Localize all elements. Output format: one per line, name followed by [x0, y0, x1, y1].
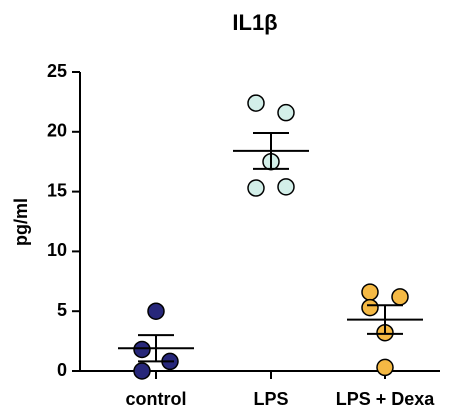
y-tick-label: 15 — [47, 180, 67, 200]
data-point — [133, 340, 151, 359]
x-tick-label: LPS — [253, 389, 288, 409]
y-tick-label: 10 — [47, 240, 67, 260]
data-point — [376, 358, 394, 377]
data-point — [391, 288, 409, 306]
data-point — [361, 298, 379, 317]
y-tick-label: 25 — [47, 61, 67, 81]
y-tick-label: 20 — [47, 121, 67, 141]
data-point — [133, 362, 151, 380]
data-point — [147, 302, 165, 320]
y-tick-label: 0 — [57, 360, 67, 380]
data-point — [247, 94, 265, 112]
data-point — [247, 179, 265, 197]
data-point — [277, 178, 295, 196]
x-tick-label: control — [126, 389, 187, 409]
y-tick-label: 5 — [57, 300, 67, 320]
y-axis-label: pg/ml — [11, 198, 31, 246]
chart-title: IL1β — [232, 10, 277, 35]
data-point — [277, 103, 295, 122]
x-tick-label: LPS + Dexa — [336, 389, 436, 409]
data-point — [361, 283, 379, 301]
